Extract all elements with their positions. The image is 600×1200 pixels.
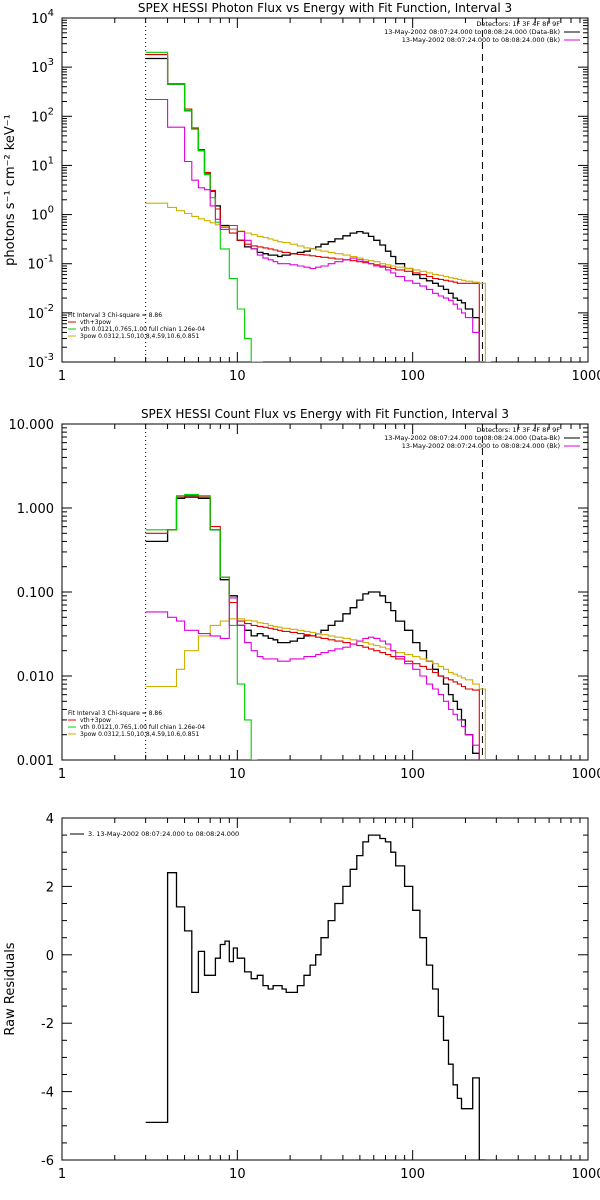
y-tick-label: 4: [46, 812, 54, 827]
series-line-3: [145, 51, 263, 362]
y-tick-label-exponent: 3: [48, 57, 54, 68]
axes-frame: [61, 817, 589, 1161]
y-tick-label: 10.000: [9, 418, 55, 433]
y-tick-label-base: 10: [31, 110, 48, 125]
y-tick-label-exponent: 2: [48, 106, 54, 117]
y-tick-label-base: 10: [31, 12, 48, 27]
legend-entry-bottomleft: Fit Interval 3 Chi-square = 8.86: [68, 312, 162, 319]
chart-title: SPEX HESSI Photon Flux vs Energy with Fi…: [138, 1, 512, 15]
axes-frame: [61, 17, 589, 363]
legend-entry-topright: 13-May-2002 08:07:24.000 to 08:08:24.000…: [402, 36, 560, 44]
y-tick-label-base: 10: [31, 209, 48, 224]
x-tick-label: 10: [229, 369, 246, 384]
series-group: [145, 493, 486, 760]
chart-panel-2: SPEX HESSI Count Flux vs Energy with Fit…: [9, 407, 600, 782]
series-group: [145, 51, 492, 362]
y-tick-label: 0.100: [17, 586, 54, 601]
y-tick-label: 102: [31, 106, 54, 125]
x-tick-label: 100: [400, 369, 425, 384]
x-tick-label: 10: [229, 767, 246, 782]
legend-entry-topright: 13-May-2002 08:07:24.000 to 08:08:24.000…: [384, 434, 560, 442]
series-line-3: [145, 493, 258, 760]
y-tick-label-base: 10: [27, 356, 44, 371]
legend-entry-bottomleft: vth 0.0121,0.765,1.00 full chian 1.26e-0…: [80, 724, 205, 731]
y-tick-label-base: 10: [27, 307, 44, 322]
x-tick-label: 1: [58, 1167, 66, 1182]
x-tick-label: 1: [58, 369, 66, 384]
series-line-4: [145, 202, 492, 362]
y-tick-label: 10-3: [27, 352, 54, 371]
series-line-5: [145, 98, 486, 362]
x-tick-label: 100: [400, 767, 425, 782]
y-tick-label-exponent: 4: [48, 8, 54, 19]
y-axis-label: photons s⁻¹ cm⁻² keV⁻¹: [3, 114, 18, 266]
y-tick-label: 0.010: [17, 670, 54, 685]
y-tick-label: 104: [31, 8, 54, 27]
y-tick-label: 10-1: [27, 254, 54, 273]
x-tick-label: 1: [58, 767, 66, 782]
series-line-1: [145, 834, 486, 1160]
y-tick-label-base: 10: [31, 61, 48, 76]
legend-entry-topright: Detectors: 1F 3F 4F 8F 9F: [476, 426, 560, 434]
series-line-2: [145, 495, 486, 760]
series-line-1: [145, 496, 486, 760]
y-tick-label: -2: [41, 1017, 54, 1032]
y-axis-label: Raw Residuals: [3, 942, 18, 1035]
series-line-1: [145, 57, 486, 362]
y-tick-label-exponent: -1: [44, 254, 54, 265]
legend-entry-bottomleft: vth 0.0121,0.765,1.00 full chian 1.26e-0…: [80, 326, 205, 333]
x-tick-label: 100: [400, 1167, 425, 1182]
legend-entry-bottomleft: vth+3pow: [80, 717, 111, 724]
series-group: [145, 834, 486, 1160]
y-tick-label: -4: [41, 1086, 54, 1101]
y-tick-label: 100: [31, 205, 54, 224]
legend-entry-bottomleft: vth+3pow: [80, 319, 111, 326]
series-line-2: [145, 54, 486, 362]
y-tick-label-exponent: 1: [48, 155, 54, 166]
legend-entry-topright: 13-May-2002 08:07:24.000 to 08:08:24.000…: [384, 28, 560, 36]
y-tick-label: 0.001: [17, 754, 54, 769]
series-line-5: [145, 597, 486, 760]
legend-entry-bottomleft: 3pow 0.0312,1.50,10.8,4.59,10.6,0.851: [80, 731, 199, 738]
y-tick-label: 10-2: [27, 303, 54, 322]
y-tick-label: 2: [46, 880, 54, 895]
chart-panel-1: SPEX HESSI Photon Flux vs Energy with Fi…: [3, 1, 600, 384]
y-tick-label: -6: [41, 1154, 54, 1169]
y-tick-label: 0: [46, 949, 54, 964]
series-line-4: [145, 618, 486, 760]
x-tick-label: 10: [229, 1167, 246, 1182]
legend-entry-bottomleft: Fit Interval 3 Chi-square = 8.86: [68, 710, 162, 717]
legend-entry-bottomleft: 3pow 0.0312,1.50,10.8,4.59,10.6,0.851: [80, 333, 199, 340]
legend-entry-topleft: 3. 13-May-2002 08:07:24.000 to 08:08:24.…: [88, 830, 239, 838]
y-tick-label-exponent: 0: [48, 205, 54, 216]
y-tick-label-exponent: -2: [44, 303, 54, 314]
legend-entry-topright: Detectors: 1F 3F 4F 8F 9F: [476, 20, 560, 28]
y-tick-label-base: 10: [31, 159, 48, 174]
y-tick-label: 101: [31, 155, 54, 174]
legend-entry-topright: 13-May-2002 08:07:24.000 to 08:08:24.000…: [402, 442, 560, 450]
y-tick-label: 1.000: [17, 502, 54, 517]
chart-title: SPEX HESSI Count Flux vs Energy with Fit…: [141, 407, 509, 421]
y-tick-label-base: 10: [27, 258, 44, 273]
y-tick-label-exponent: -3: [44, 352, 54, 363]
y-tick-label: 103: [31, 57, 54, 76]
